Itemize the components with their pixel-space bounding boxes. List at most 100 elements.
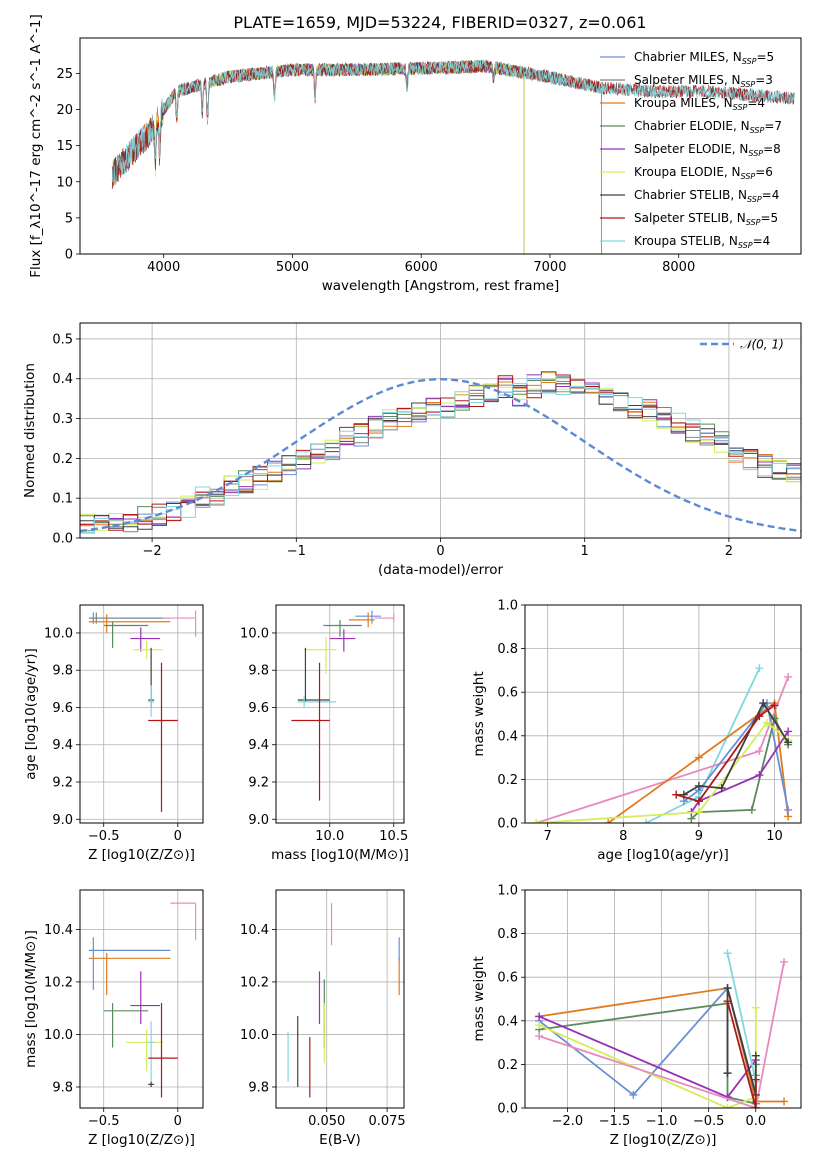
series-line [726, 987, 757, 1096]
x-tick-label: 8000 [662, 260, 695, 275]
legend-entry-subscript: SSP [733, 103, 748, 112]
y-tick-label: 9.2 [52, 776, 73, 791]
spectrum-series-line [163, 59, 525, 254]
legend-entry-label: Salpeter ELODIE, N [634, 142, 748, 156]
y-tick-label: 25 [56, 67, 73, 82]
legend-entry-subscript: SSP [748, 149, 763, 158]
series-marker [723, 984, 732, 993]
errorbar-point [297, 647, 330, 702]
y-tick-label: 9.4 [52, 738, 73, 753]
legend-entry: Chabrier ELODIE, NSSP=7 [634, 119, 782, 135]
errorbar-point [162, 610, 197, 637]
y-tick-label: 1.0 [497, 599, 518, 614]
x-tick-label: 7000 [533, 260, 566, 275]
legend-entry-label: Chabrier MILES, N [634, 50, 742, 64]
x-tick-label: −0.5 [88, 1114, 120, 1129]
y-tick-label: 0.2 [497, 773, 518, 788]
errorbar-point [148, 1021, 155, 1082]
histogram-series [80, 383, 801, 530]
y-tick-label: 9.8 [248, 664, 269, 679]
series-marker [532, 819, 541, 823]
errorbar-point [291, 662, 330, 801]
axes-frame [275, 889, 405, 1109]
y-tick-label: 10.0 [240, 1028, 269, 1043]
series-marker [759, 699, 768, 708]
legend-entry-subscript: SSP [746, 218, 761, 227]
spectrum-xlabel: wavelength [Angstrom, rest frame] [322, 278, 560, 294]
y-tick-label: 9.6 [248, 701, 269, 716]
y-tick-label: 0.4 [497, 729, 518, 744]
x-tick-label: 0.0 [745, 1114, 766, 1129]
histogram-series [80, 380, 801, 527]
series-marker [751, 1051, 760, 1060]
series-marker [694, 808, 703, 817]
y-tick-label: 10.2 [44, 975, 73, 990]
errorbar-point [88, 937, 171, 990]
mass_vs_z-axes: −0.5 0 9.8 10.0 10.2 10.4 Z [log10(Z/Z⊙)] mass … [23, 889, 204, 1148]
y-tick-label: 0.6 [497, 971, 518, 986]
age_vs_mass-plot-area [291, 610, 395, 801]
series-line [690, 730, 789, 813]
legend-entry-value: =5 [756, 50, 774, 64]
legend-entry-label: Chabrier ELODIE, N [634, 119, 750, 133]
errorbar-point [148, 1081, 155, 1087]
series-marker [641, 819, 650, 823]
figure-title: PLATE=1659, MJD=53224, FIBERID=0327, z=0… [233, 13, 646, 32]
y-tick-label: 10.2 [240, 975, 269, 990]
x-tick-label: 7 [544, 829, 552, 844]
legend-entry-label: Salpeter MILES, N [634, 73, 741, 87]
series-marker [723, 949, 732, 958]
y-tick-label: 9.8 [248, 1080, 269, 1095]
legend-entry-label: Salpeter STELIB, N [634, 211, 746, 225]
y-tick-label: 10.4 [240, 923, 269, 938]
age_vs_z-axes: −0.5 0 9.0 9.2 9.4 9.6 9.8 10.0 Z [log10(Z/Z⊙)] a… [23, 604, 204, 863]
y-tick-label: 0.2 [497, 1058, 518, 1073]
legend-entry-label: Kroupa STELIB, N [634, 234, 738, 248]
series-line [607, 701, 789, 823]
histogram-series [80, 374, 801, 533]
x-tick-label: 0 [174, 1114, 182, 1129]
series-line [683, 700, 789, 811]
legend-entry-value: =4 [762, 188, 780, 202]
age_vs_z-plot-area [88, 610, 197, 812]
series-marker [747, 805, 756, 814]
errorbar-point [130, 971, 161, 1024]
series-line [538, 1002, 757, 1105]
x-tick-label: −2 [143, 544, 162, 559]
legend-entry: Salpeter ELODIE, NSSP=8 [634, 142, 781, 158]
age_vs_mass-axes: 10.0 10.5 9.0 9.2 9.4 9.6 9.8 10.0 mass [log10(M… [240, 604, 409, 863]
series-marker [535, 1032, 544, 1041]
x-tick-label: 9 [695, 829, 703, 844]
y-tick-label: 0.5 [52, 332, 73, 347]
errorbar-point [88, 953, 171, 996]
series-marker [751, 1003, 760, 1012]
y-tick-label: 0.6 [497, 686, 518, 701]
x-tick-label: 0.050 [308, 1114, 345, 1129]
legend-entry-subscript: SSP [741, 172, 756, 181]
errorbar-point [329, 629, 356, 652]
axes-frame [79, 889, 204, 1109]
mass_vs_z-xlabel: Z [log10(Z/Z⊙)] [88, 1132, 195, 1148]
weight_vs_z-ylabel: mass weight [471, 956, 487, 1041]
spectrum-axes: 4000 5000 6000 7000 8000 0 5 10 15 20 25 wavelength… [28, 14, 802, 294]
spectrum-series-line [111, 59, 795, 185]
x-tick-label: 8 [619, 829, 627, 844]
axes-frame [79, 322, 802, 539]
weight_vs_age-plot-area [532, 664, 793, 823]
y-tick-label: 10.0 [44, 1028, 73, 1043]
x-tick-label: −1 [287, 544, 306, 559]
x-tick-label: 4000 [147, 260, 180, 275]
x-tick-label: −0.5 [693, 1114, 725, 1129]
legend-entry-value: =8 [763, 142, 781, 156]
axes-frame [524, 604, 802, 824]
axes-frame [275, 604, 405, 824]
series-marker [784, 727, 793, 736]
y-tick-label: 10.0 [44, 626, 73, 641]
series-line [536, 721, 789, 823]
x-tick-label: 5000 [276, 260, 309, 275]
series-marker [717, 784, 726, 793]
age_vs_z-ylabel: age [log10(age/yr)] [23, 648, 39, 780]
legend-entry-subscript: SSP [741, 80, 756, 89]
errorbar-point [148, 685, 155, 717]
